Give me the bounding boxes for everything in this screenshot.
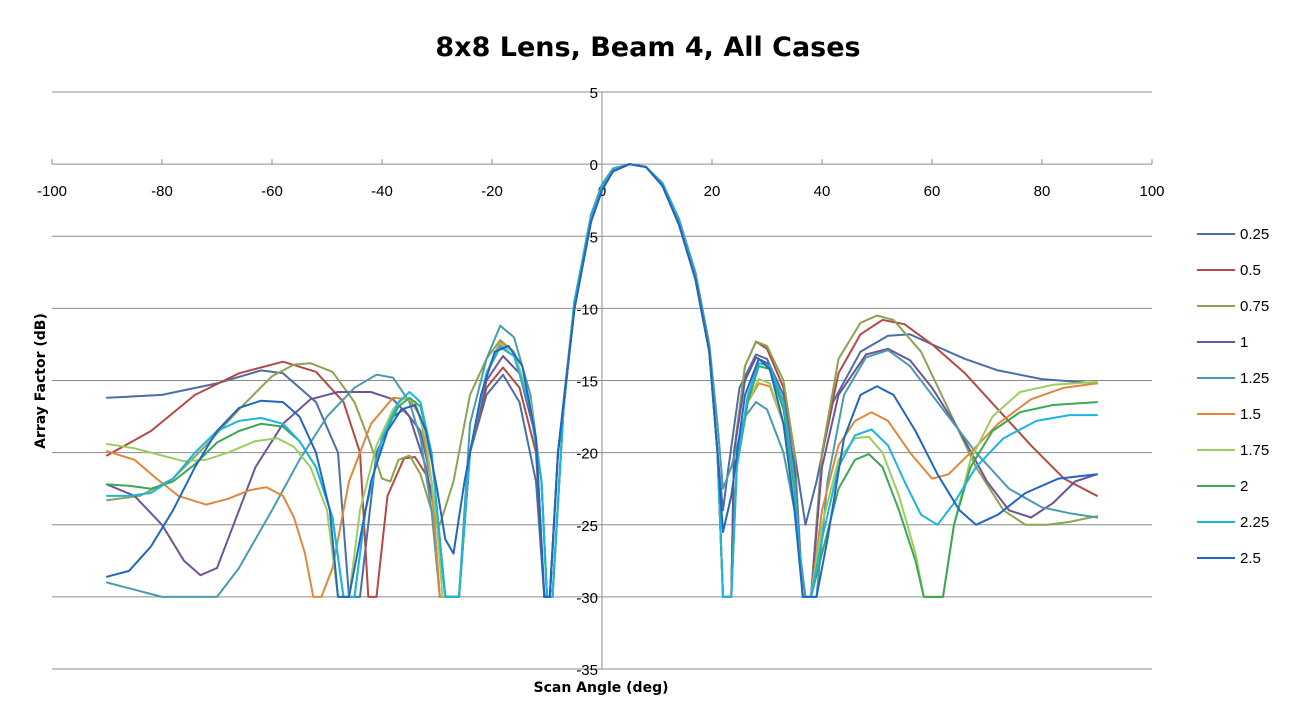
x-tick-label: -80	[151, 183, 173, 200]
legend: 0.25 0.5 0.75 1 1.25 1.5 1.75 2 2.25 2.5	[1197, 226, 1269, 567]
x-tick-label: 20	[704, 183, 721, 200]
x-tick-label: 80	[1034, 183, 1051, 200]
x-tick-label: -40	[371, 183, 393, 200]
legend-label: 2	[1240, 478, 1248, 495]
y-tick-label: -25	[576, 518, 598, 535]
x-tick-label: -60	[261, 183, 283, 200]
y-tick-label: -35	[576, 662, 598, 679]
legend-label: 1.25	[1240, 370, 1269, 387]
x-tick-label: 100	[1139, 183, 1164, 200]
y-tick-label: -10	[576, 301, 598, 318]
y-tick-label: -15	[576, 374, 598, 391]
series-line-2.5	[106, 163, 1098, 598]
series-line-1.25	[106, 163, 1098, 598]
legend-label: 0.5	[1240, 262, 1261, 279]
legend-label: 1	[1240, 334, 1248, 351]
legend-label: 2.5	[1240, 550, 1261, 567]
legend-label: 1.75	[1240, 442, 1269, 459]
x-tick-label: -100	[37, 183, 67, 200]
y-tick-label: 5	[590, 85, 598, 102]
x-tick-label: -20	[481, 183, 503, 200]
x-tick-label: 40	[814, 183, 831, 200]
series-lines	[106, 163, 1098, 598]
legend-label: 0.75	[1240, 298, 1269, 315]
y-axis-label: Array Factor (dB)	[33, 313, 49, 449]
legend-label: 1.5	[1240, 406, 1261, 423]
y-tick-label: -20	[576, 446, 598, 463]
x-tick-labels: -100 -80 -60 -40 -20 0 20 40 60 80 100	[37, 183, 1165, 200]
y-tick-label: 0	[590, 157, 598, 174]
legend-label: 2.25	[1240, 514, 1269, 531]
legend-label: 0.25	[1240, 226, 1269, 243]
x-tick-label: 60	[924, 183, 941, 200]
y-tick-labels: 50-5-10-15-20-25-30-35	[576, 85, 598, 679]
chart-title: 8x8 Lens, Beam 4, All Cases	[435, 32, 860, 63]
x-axis-label: Scan Angle (deg)	[534, 680, 669, 696]
y-tick-label: -30	[576, 590, 598, 607]
